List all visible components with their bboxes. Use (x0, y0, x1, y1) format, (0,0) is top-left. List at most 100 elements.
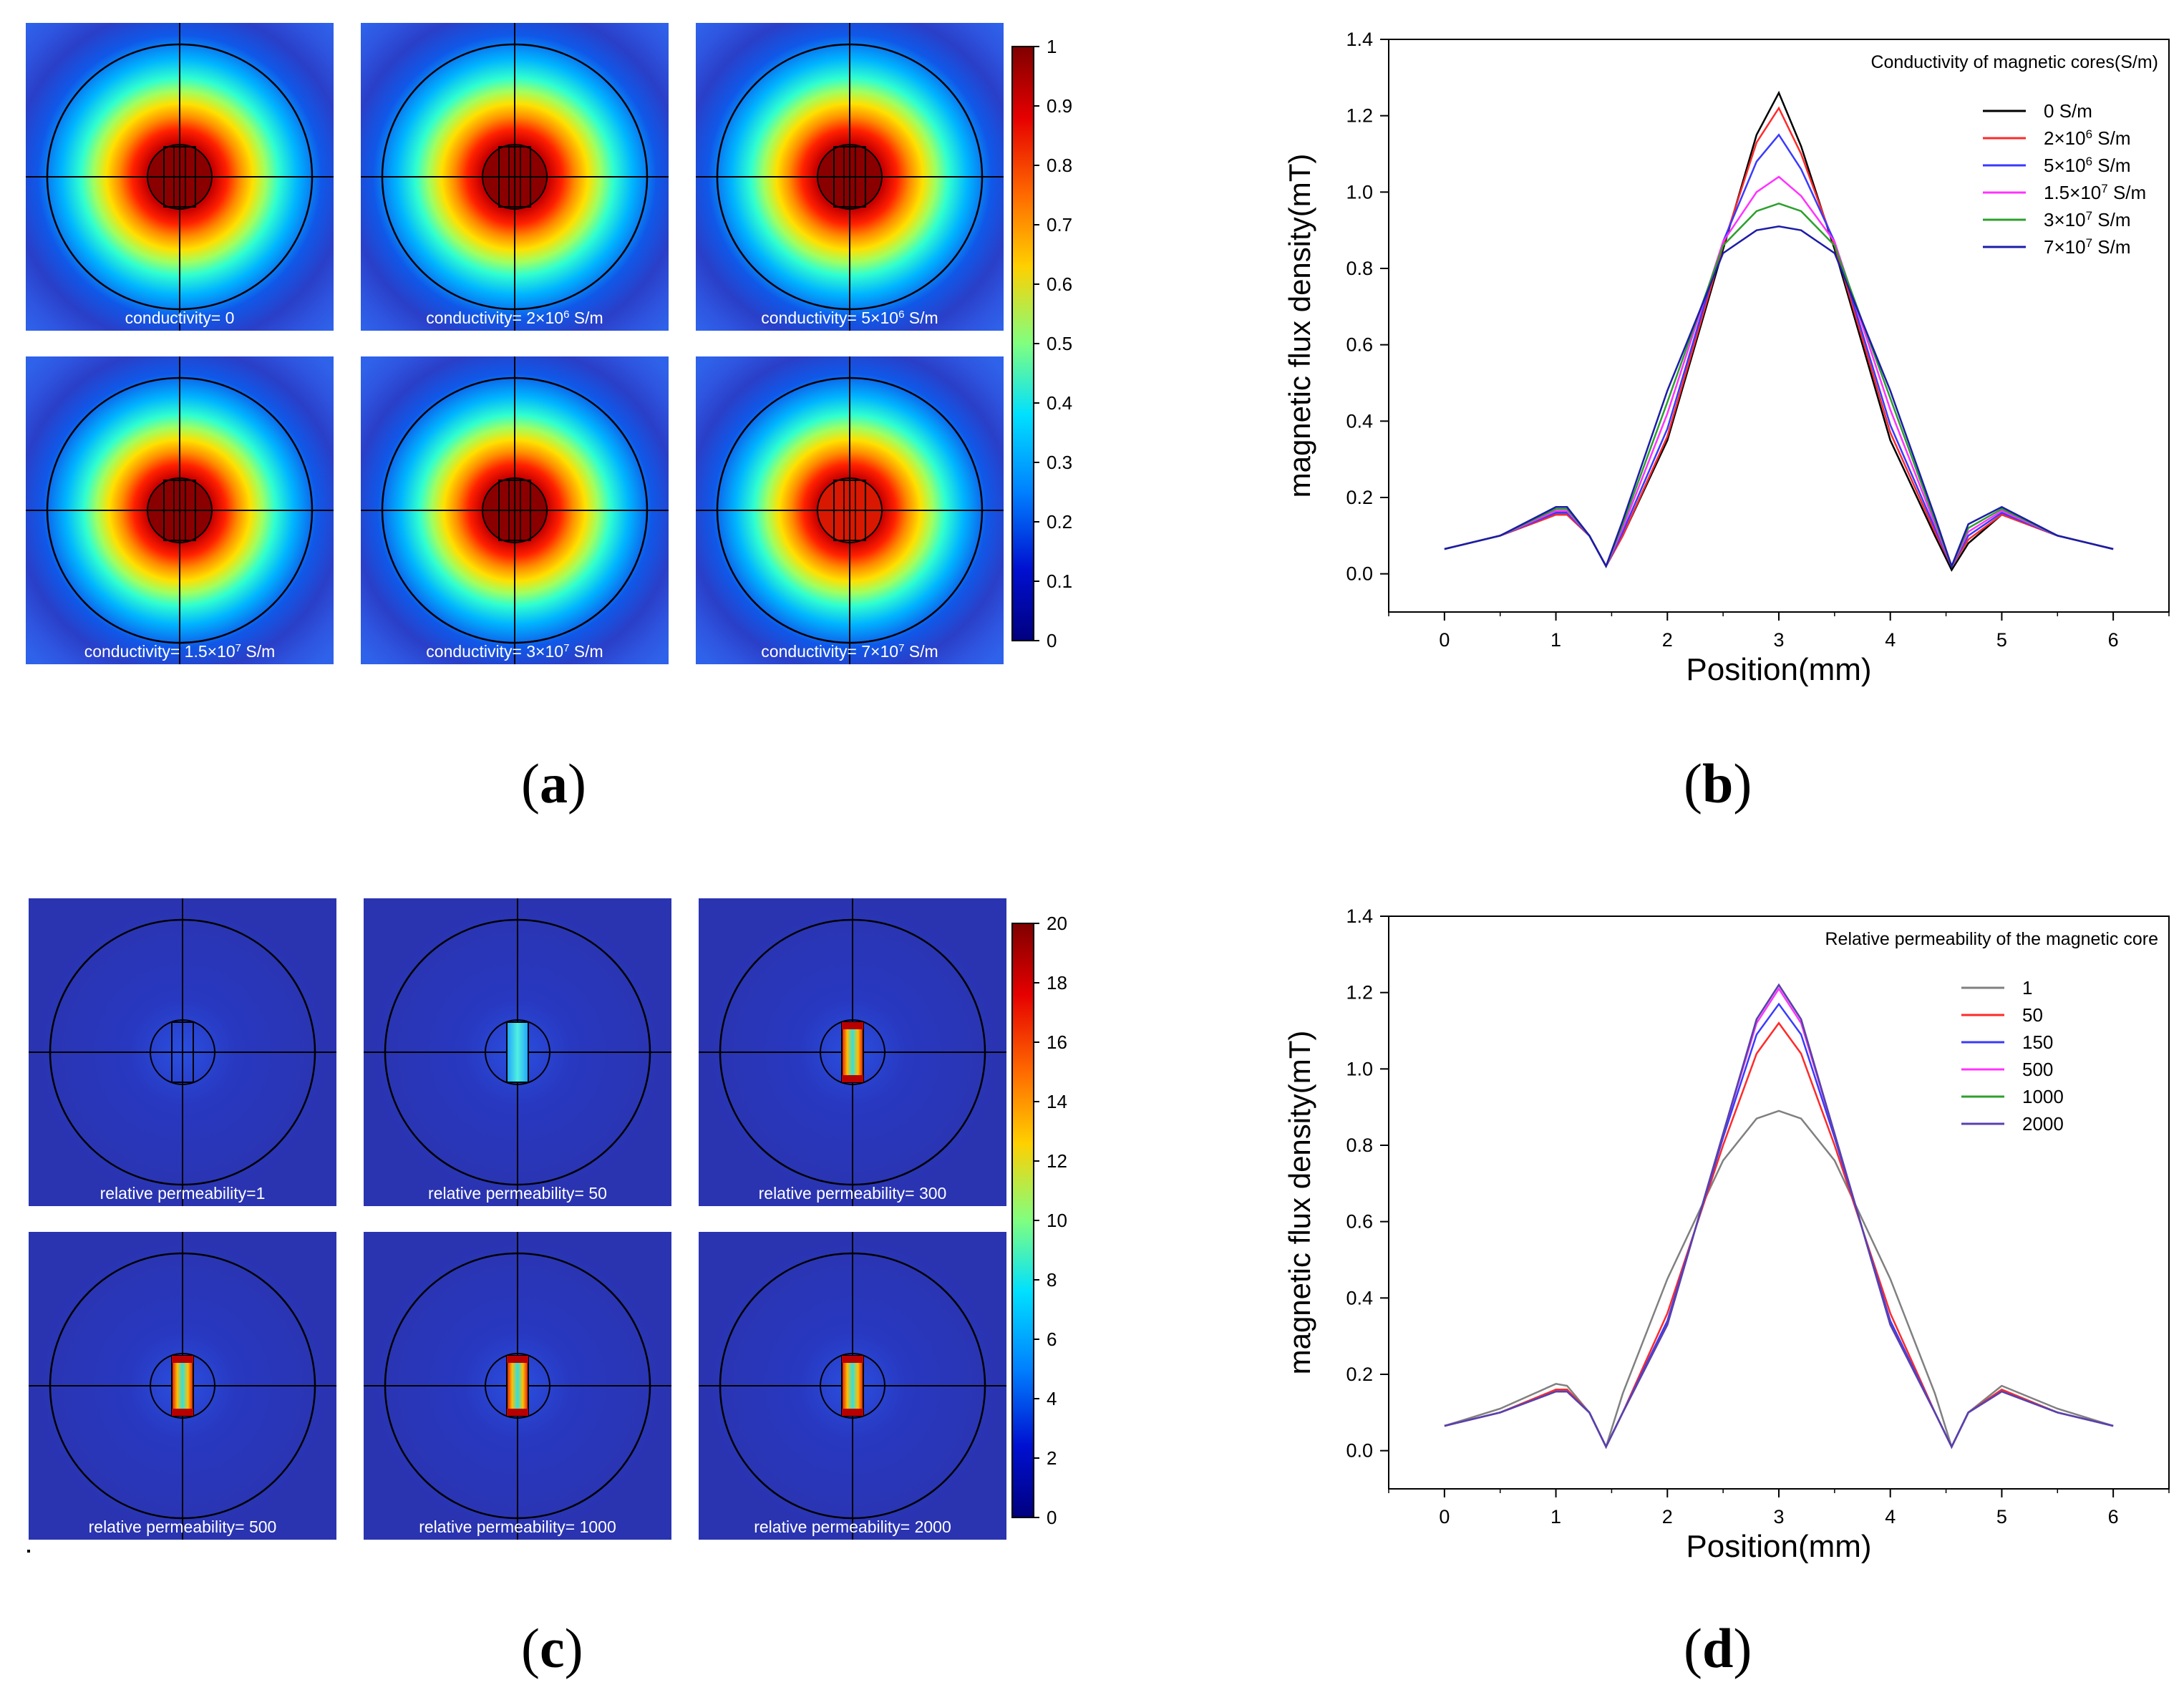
chart-b: 0.0 0.2 0.4 0.6 0.8 1.0 1.2 1.4 0 1 2 3 4 5 6 Position(… (1283, 29, 2170, 687)
heatmap-c-3: relative permeability= 300 (699, 898, 1006, 1206)
heatmap-c-4: relative permeability= 500 (29, 1232, 336, 1540)
panel-letter-b: (b) (1684, 752, 1752, 815)
colorbar-tick-label: 0.5 (1047, 333, 1072, 354)
plot-frame (1388, 916, 2170, 1490)
colorbar-tick-label: 10 (1047, 1210, 1067, 1231)
heatmap-c-6: relative permeability= 2000 (699, 1232, 1006, 1540)
heatmap-label: relative permeability= 300 (759, 1184, 947, 1203)
legend-entry: 5×106 S/m (2044, 155, 2131, 177)
heatmap-label: relative permeability= 500 (89, 1517, 277, 1536)
legend-entry: 2×106 S/m (2044, 127, 2131, 150)
colorbar-a: 1 0.9 0.8 0.7 0.6 0.5 0.4 0.3 0.2 0.1 0 (1011, 39, 1072, 651)
y-tick-label: 1.2 (1346, 982, 1373, 1004)
chart-d: 0.0 0.2 0.4 0.6 0.8 1.0 1.2 1.4 0 1 2 3 4 5 6 Position(… (1283, 905, 2170, 1564)
series-line (1444, 225, 2114, 569)
y-tick-label: 0.4 (1346, 410, 1373, 432)
x-axis-label: Position(mm) (1686, 1529, 1871, 1564)
y-tick-label: 1.0 (1346, 181, 1373, 203)
heatmap-a-4: conductivity= 1.5×107 S/m (26, 356, 334, 664)
colorbar-tick-label: 0.7 (1047, 214, 1072, 235)
colorbar-gradient (1011, 46, 1034, 641)
legend-entry: 0 S/m (2044, 100, 2092, 122)
legend-entry: 3×107 S/m (2044, 209, 2131, 231)
x-tick-label: 5 (1996, 1506, 2007, 1528)
y-tick-label: 0.8 (1346, 258, 1373, 279)
x-tick-label: 4 (1885, 1506, 1896, 1528)
x-axis-label: Position(mm) (1686, 652, 1871, 687)
x-tick-label: 1 (1550, 1506, 1561, 1528)
colorbar-tick-label: 0.4 (1047, 392, 1072, 414)
y-tick-label: 0.0 (1346, 563, 1373, 585)
legend-title: Conductivity of magnetic cores(S/m) (1870, 52, 2158, 72)
heatmap-c-5: relative permeability= 1000 (364, 1232, 671, 1540)
colorbar-tick-label: 6 (1047, 1329, 1057, 1350)
legend-title: Relative permeability of the magnetic co… (1825, 929, 2158, 949)
series-line (1444, 133, 2114, 568)
colorbar-tick-label: 2 (1047, 1447, 1057, 1469)
colorbar-tick-label: 0.8 (1047, 155, 1072, 176)
y-tick-label: 1.0 (1346, 1058, 1373, 1079)
colorbar-tick-label: 12 (1047, 1150, 1067, 1172)
colorbar-tick-label: 18 (1047, 972, 1067, 994)
heatmap-label: relative permeability= 2000 (754, 1517, 951, 1536)
colorbar-tick-label: 0.6 (1047, 273, 1072, 295)
heatmap-label: conductivity= 7×107 S/m (761, 642, 938, 661)
colorbar-tick-label: 14 (1047, 1091, 1067, 1112)
colorbar-tick-label: 0.1 (1047, 570, 1072, 592)
heatmap-label: relative permeability= 50 (428, 1184, 607, 1203)
heatmap-label: conductivity= 3×107 S/m (426, 642, 603, 661)
panel-letter-c: (c) (521, 1617, 583, 1679)
heatmap-a-1: conductivity= 0 (26, 23, 334, 331)
stray-dot (27, 1550, 30, 1553)
heatmap-a-6: conductivity= 7×107 S/m (696, 356, 1004, 664)
heatmap-label: conductivity= 1.5×107 S/m (84, 642, 276, 661)
x-tick-label: 2 (1662, 629, 1673, 651)
series-line (1444, 983, 2114, 1449)
legend-entry: 50 (2022, 1004, 2043, 1026)
colorbar-tick-label: 0 (1047, 630, 1057, 651)
heatmap-a-3: conductivity= 5×106 S/m (696, 23, 1004, 331)
y-axis-label: magnetic flux density(mT) (1283, 1031, 1316, 1375)
y-axis-label: magnetic flux density(mT) (1283, 154, 1316, 498)
colorbar-tick-label: 1 (1047, 39, 1057, 57)
heatmap-a-5: conductivity= 3×107 S/m (361, 356, 669, 664)
x-tick-label: 0 (1439, 629, 1450, 651)
x-tick-label: 3 (1773, 1506, 1784, 1528)
colorbar-tick-label: 0.3 (1047, 452, 1072, 473)
y-tick-label: 0.2 (1346, 487, 1373, 508)
heatmap-label: relative permeability= 1000 (419, 1517, 616, 1536)
series-line (1444, 175, 2114, 569)
x-tick-label: 3 (1773, 629, 1784, 651)
series-line (1444, 983, 2114, 1449)
plot-frame (1388, 39, 2170, 613)
legend-entry: 1 (2022, 977, 2032, 999)
series-line (1444, 1002, 2114, 1449)
legend-entry: 1000 (2022, 1086, 2064, 1107)
y-tick-label: 0.6 (1346, 334, 1373, 356)
legend-entry: 1.5×107 S/m (2044, 182, 2146, 204)
panel-letter-d: (d) (1684, 1617, 1752, 1679)
heatmap-label: relative permeability=1 (100, 1184, 266, 1203)
colorbar-tick-label: 4 (1047, 1388, 1057, 1409)
y-tick-label: 0.0 (1346, 1440, 1373, 1462)
panel-letter-a: (a) (521, 752, 586, 815)
series-line (1444, 106, 2114, 568)
y-tick-label: 0.6 (1346, 1211, 1373, 1233)
panel-a-heatmap-grid: conductivity= 0 conductivity= 2×106 S/m co… (26, 23, 1021, 664)
x-tick-label: 5 (1996, 629, 2007, 651)
series-line (1444, 987, 2114, 1449)
colorbar-tick-label: 0 (1047, 1507, 1057, 1528)
colorbar-tick-label: 16 (1047, 1031, 1067, 1053)
colorbar-tick-label: 0.9 (1047, 95, 1072, 117)
legend-entry: 150 (2022, 1031, 2053, 1053)
heatmap-c-2: relative permeability= 50 (364, 898, 671, 1206)
y-tick-label: 1.2 (1346, 105, 1373, 127)
series-line (1444, 1021, 2114, 1449)
x-tick-label: 2 (1662, 1506, 1673, 1528)
colorbar-gradient (1011, 923, 1034, 1518)
x-tick-label: 6 (2108, 1506, 2119, 1528)
series-line (1444, 202, 2114, 569)
y-tick-label: 0.4 (1346, 1287, 1373, 1308)
x-tick-label: 4 (1885, 629, 1896, 651)
